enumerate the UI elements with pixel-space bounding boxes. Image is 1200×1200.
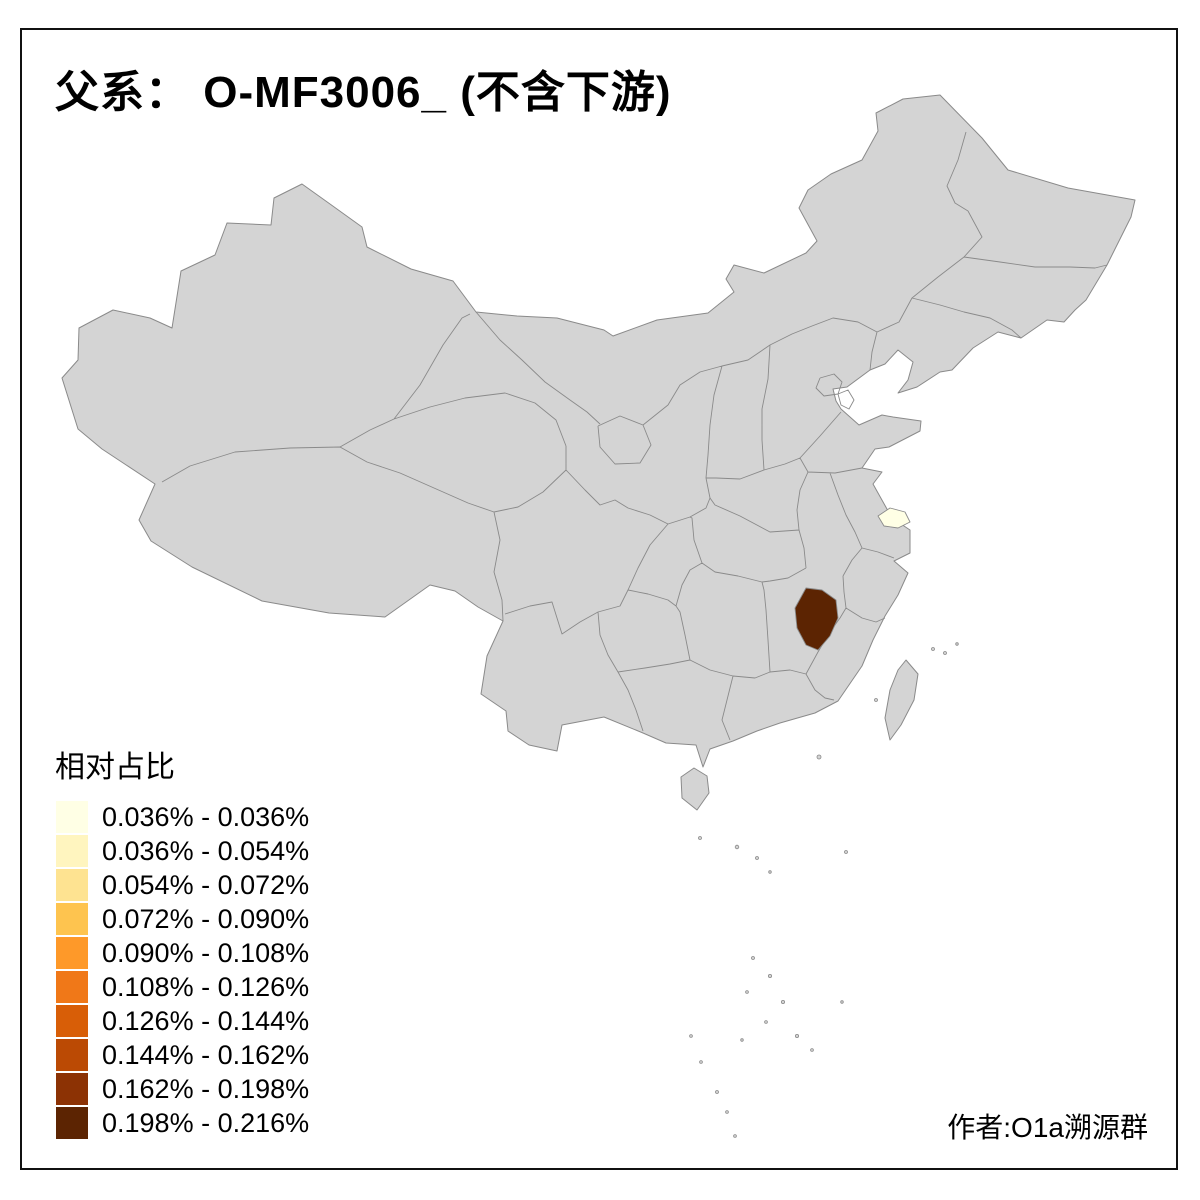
legend: 相对占比 0.036% - 0.036% 0.036% - 0.054% 0.0…: [55, 742, 309, 1140]
legend-swatch: [56, 801, 88, 833]
legend-swatch: [56, 1073, 88, 1105]
legend-label: 0.126% - 0.144%: [102, 1006, 310, 1036]
legend-label: 0.144% - 0.162%: [102, 1040, 310, 1070]
small-islands: [689, 642, 959, 1138]
legend-item: 0.090% - 0.108%: [55, 936, 309, 970]
legend-item: 0.144% - 0.162%: [55, 1038, 309, 1072]
legend-item: 0.162% - 0.198%: [55, 1072, 309, 1106]
legend-label: 0.108% - 0.126%: [102, 972, 310, 1002]
legend-swatch: [56, 835, 88, 867]
legend-item: 0.126% - 0.144%: [55, 1004, 309, 1038]
legend-item: 0.198% - 0.216%: [55, 1106, 309, 1140]
legend-label: 0.072% - 0.090%: [102, 904, 310, 934]
legend-swatch: [56, 1107, 88, 1139]
hainan-island: [680, 767, 710, 811]
legend-swatch: [56, 971, 88, 1003]
legend-label: 0.162% - 0.198%: [102, 1074, 310, 1104]
legend-item: 0.108% - 0.126%: [55, 970, 309, 1004]
legend-label: 0.036% - 0.036%: [102, 802, 310, 832]
legend-item: 0.036% - 0.036%: [55, 800, 309, 834]
legend-label: 0.198% - 0.216%: [102, 1108, 310, 1138]
legend-label: 0.036% - 0.054%: [102, 836, 310, 866]
legend-swatch: [56, 903, 88, 935]
province-borders: [161, 131, 1108, 741]
legend-swatch: [56, 937, 88, 969]
legend-item: 0.054% - 0.072%: [55, 868, 309, 902]
author-credit: 作者:O1a溯源群: [947, 1112, 1148, 1143]
legend-title: 相对占比: [55, 751, 175, 784]
highlight-region-light: [877, 507, 911, 529]
highlight-region-dark: [794, 587, 839, 651]
legend-label: 0.054% - 0.072%: [102, 870, 310, 900]
legend-item: 0.072% - 0.090%: [55, 902, 309, 936]
legend-swatch: [56, 869, 88, 901]
legend-swatch: [56, 1005, 88, 1037]
taiwan-island: [884, 659, 919, 741]
legend-item: 0.036% - 0.054%: [55, 834, 309, 868]
page-title: 父系： O-MF3006_ (不含下游): [55, 68, 672, 117]
legend-label: 0.090% - 0.108%: [102, 938, 310, 968]
legend-swatch: [56, 1039, 88, 1071]
